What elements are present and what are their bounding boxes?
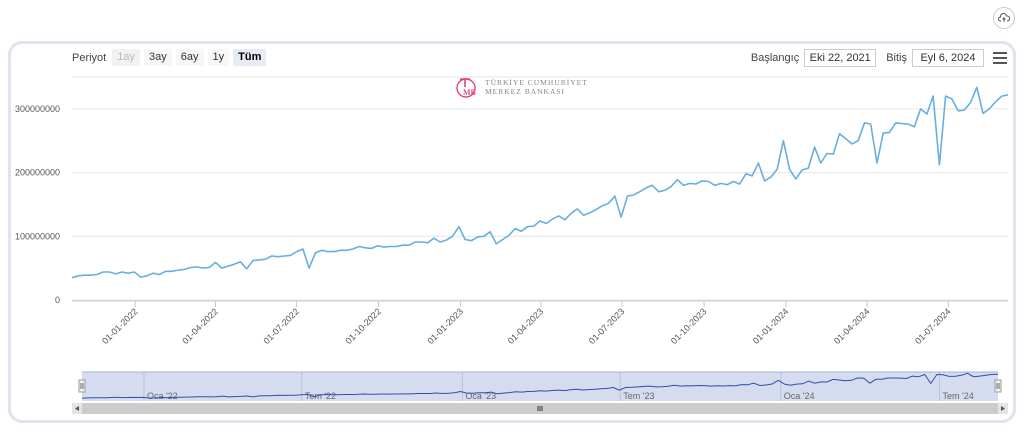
svg-text:MB: MB: [463, 88, 477, 97]
y-tick-label: 100000000: [15, 231, 60, 241]
tcmb-emblem-icon: MB: [456, 78, 477, 98]
x-tick-label: 01-01-2022: [100, 306, 140, 346]
navigator-label: Tem '23: [623, 391, 654, 401]
start-date-label: Başlangıç: [750, 52, 800, 64]
y-tick-label: 300000000: [15, 104, 60, 114]
x-tick-label: 01-01-2023: [425, 306, 465, 346]
cloud-upload-icon: [998, 12, 1010, 22]
navigator-label: Oca '24: [784, 391, 815, 401]
end-date-label: Bitiş: [886, 52, 907, 64]
hamburger-menu-icon[interactable]: [993, 52, 1007, 64]
range-button-3ay[interactable]: 3ay: [144, 49, 172, 66]
navigator-right-handle[interactable]: [994, 379, 1002, 393]
arrow-right-icon: [1001, 406, 1005, 411]
range-button-tum[interactable]: Tüm: [233, 49, 267, 66]
tcmb-logo: MB TÜRKİYE CUMHURİYET MERKEZ BANKASI: [455, 76, 588, 98]
navigator-series-line: [81, 372, 999, 399]
start-date-input[interactable]: Eki 22, 2021: [804, 49, 877, 67]
period-label: Periyot: [72, 51, 107, 64]
navigator-label: Oca '22: [147, 391, 178, 401]
date-range-inputs: Başlangıç Eki 22, 2021 Bitiş Eyl 6, 2024: [751, 49, 984, 67]
x-tick-label: 01-04-2024: [832, 306, 872, 346]
navigator-label: Oca '23: [465, 391, 496, 401]
range-selector: Periyot 1ay 3ay 6ay 1y Tüm: [72, 49, 270, 66]
arrow-left-icon: [75, 406, 79, 411]
end-date-input[interactable]: Eyl 6, 2024: [912, 49, 984, 67]
x-tick-label: 01-07-2022: [261, 306, 301, 346]
y-tick-label: 0: [55, 295, 60, 305]
x-tick-label: 01-07-2023: [587, 306, 627, 346]
y-tick-label: 200000000: [15, 168, 60, 178]
navigator-left-handle[interactable]: [78, 379, 86, 393]
navigator-label: Tem '22: [305, 391, 336, 401]
x-tick-label: 01-04-2022: [180, 306, 220, 346]
x-tick-label: 01-10-2022: [343, 306, 383, 346]
range-button-6ay[interactable]: 6ay: [175, 49, 204, 66]
range-button-1ay[interactable]: 1ay: [112, 49, 140, 66]
range-button-1y[interactable]: 1y: [207, 49, 230, 66]
navigator-label: Tem '24: [943, 391, 974, 401]
x-tick-label: 01-07-2024: [913, 306, 953, 346]
series-line: [71, 86, 1009, 279]
x-tick-label: 01-01-2024: [751, 306, 791, 346]
x-tick-label: 01-04-2023: [506, 306, 546, 346]
export-button[interactable]: [993, 7, 1015, 29]
logo-line-2: MERKEZ BANKASI: [485, 87, 566, 96]
logo-line-1: TÜRKİYE CUMHURİYET: [485, 78, 588, 87]
x-tick-label: 01-10-2023: [669, 306, 709, 346]
